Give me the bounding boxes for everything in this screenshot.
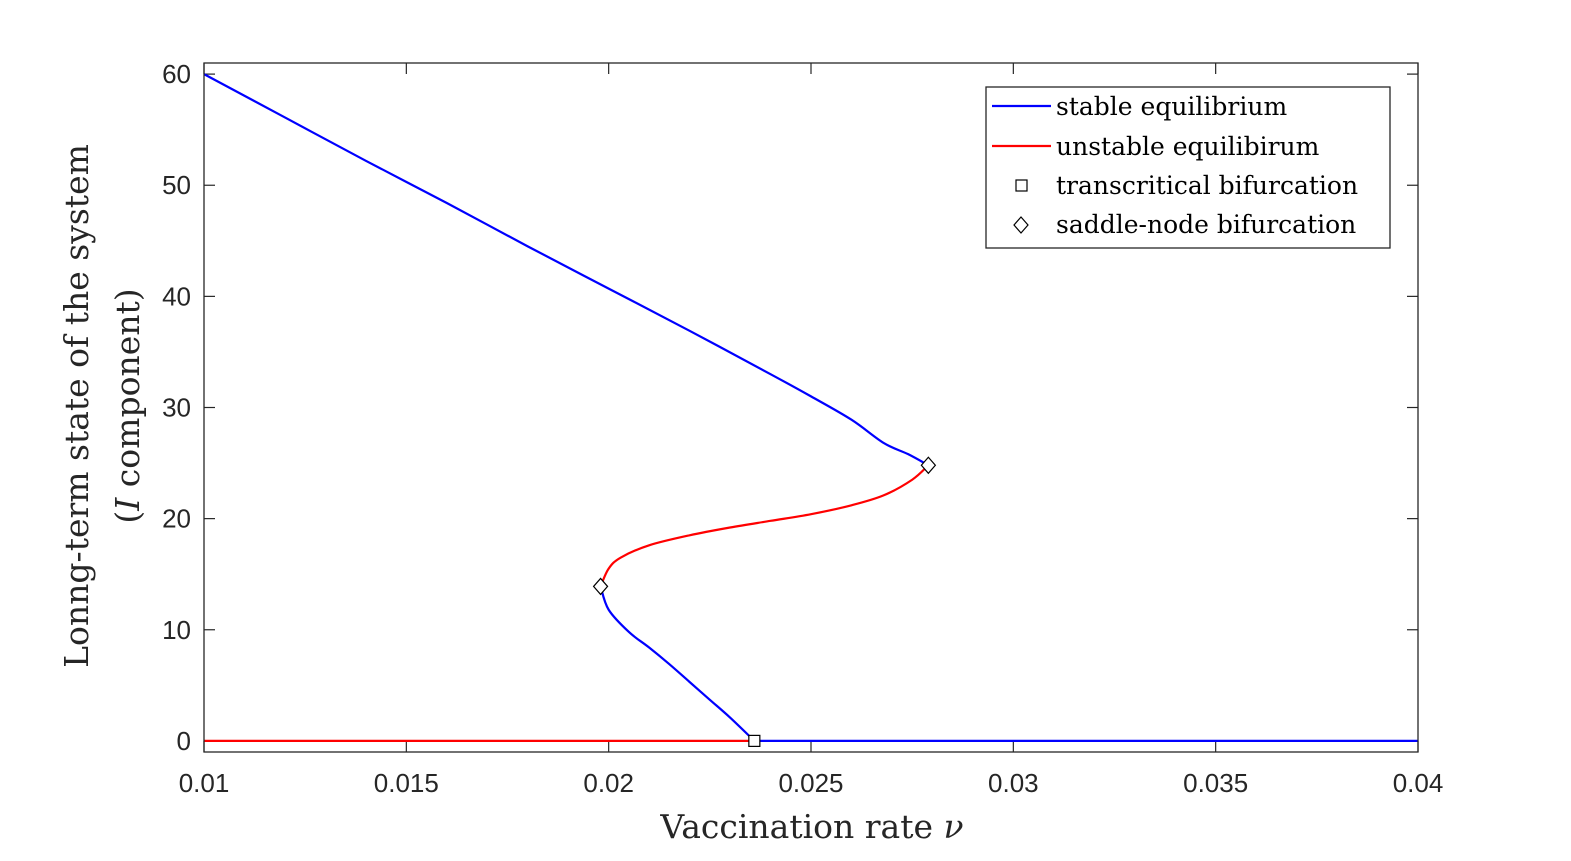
markers-layer (592, 456, 937, 747)
y-tick-label: 0 (177, 726, 191, 756)
x-tick-label: 0.03 (988, 768, 1039, 798)
stable-equilibrium-line (599, 586, 756, 742)
y-axis-title-line1: Lonng-term state of the system (57, 144, 96, 668)
legend-label-transcritical: transcritical bifurcation (1056, 171, 1358, 200)
x-axis-symbol: ν (944, 807, 964, 846)
y-axis-symbol: I (108, 497, 147, 512)
y-tick-label: 20 (162, 504, 191, 534)
saddle-node-bifurcation-marker (592, 577, 609, 596)
axes-box (203, 62, 1419, 753)
y-tick-label: 60 (162, 59, 191, 89)
y-axis-title-open-paren: ( (108, 511, 147, 524)
x-tick-label: 0.02 (583, 768, 634, 798)
legend-swatch-diamond (1013, 216, 1029, 234)
x-axis-title: Vaccination rate ν (659, 807, 963, 846)
legend-swatch-square (1015, 179, 1028, 192)
y-tick-label: 40 (162, 281, 191, 311)
x-tick-label: 0.025 (778, 768, 843, 798)
series-layer (203, 73, 1418, 742)
legend-label-stable: stable equilibrium (1056, 92, 1287, 121)
y-tick-label: 30 (162, 393, 191, 423)
legend-label-unstable: unstable equilibirum (1056, 132, 1320, 161)
legend-label-saddle-node: saddle-node bifurcation (1056, 210, 1356, 239)
y-axis-title-rest: component) (108, 288, 147, 497)
saddle-node-bifurcation-marker (920, 456, 937, 475)
x-tick-label: 0.04 (1393, 768, 1444, 798)
x-tick-label: 0.01 (179, 768, 230, 798)
y-axis-title-line2: (I component) (108, 288, 147, 523)
legend-box (985, 86, 1391, 249)
y-tick-label: 50 (162, 170, 191, 200)
transcritical-bifurcation-marker (748, 734, 761, 747)
x-tick-label: 0.035 (1183, 768, 1248, 798)
ticks-layer (203, 63, 1419, 752)
tick-labels-layer: 0.01 0.015 0.02 0.025 0.03 0.035 0.04 0 10 20 30 40… (162, 59, 1443, 798)
x-axis-title-text: Vaccination rate (659, 807, 933, 846)
unstable-equilibrium-line (599, 464, 930, 587)
x-tick-label: 0.015 (374, 768, 439, 798)
y-tick-label: 10 (162, 615, 191, 645)
legend: stable equilibrium unstable equilibirum … (985, 86, 1391, 249)
stable-equilibrium-line (203, 73, 929, 467)
